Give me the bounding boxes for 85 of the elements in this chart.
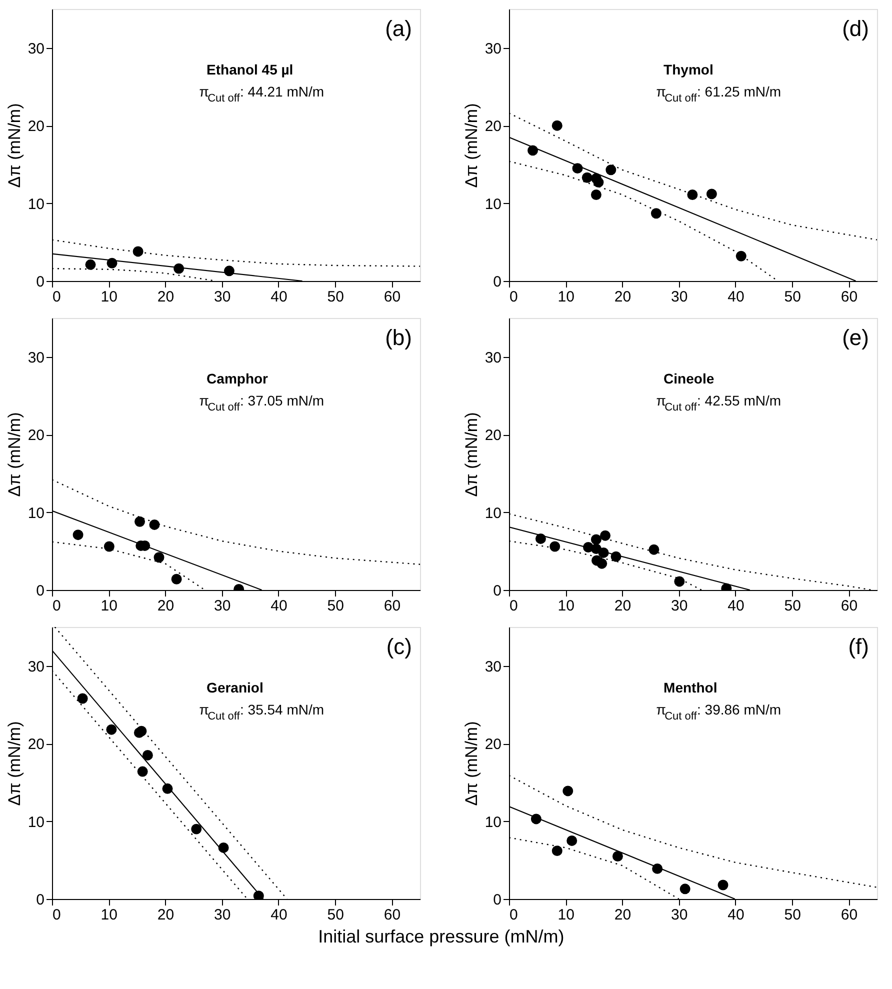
x-tick-label: 60 — [840, 288, 858, 306]
x-tick-label: 40 — [728, 288, 744, 306]
x-tick-label: 0 — [52, 598, 61, 614]
x-tick-label: 20 — [614, 906, 632, 924]
x-tick-label: 30 — [214, 906, 231, 924]
x-tick-label: 10 — [100, 906, 118, 924]
y-tick-label: 10 — [28, 814, 44, 831]
x-tick-label: 30 — [214, 288, 231, 306]
annotation: (e) — [842, 325, 869, 350]
x-tick-label: 10 — [100, 598, 118, 614]
y-tick-label: 0 — [493, 274, 502, 290]
annotation: (c) — [386, 634, 412, 659]
y-tick-label: 20 — [28, 118, 44, 136]
y-axis-title: Δπ (mN/m) — [462, 103, 481, 188]
x-tick-label: 0 — [510, 288, 518, 306]
x-tick-label: 50 — [784, 288, 801, 306]
x-tick-label: 10 — [558, 288, 574, 306]
x-tick-label: 60 — [840, 906, 858, 924]
x-tick-label: 40 — [270, 906, 288, 924]
y-tick-label: 20 — [28, 736, 44, 754]
x-tick-label: 40 — [728, 906, 744, 924]
x-tick-label: 60 — [384, 906, 401, 924]
annotation: (f) — [848, 634, 869, 659]
x-tick-label: 30 — [671, 598, 688, 614]
x-tick-label: 30 — [214, 598, 231, 614]
x-tick-label: 20 — [614, 288, 632, 306]
y-axis-title: Δπ (mN/m) — [4, 103, 24, 188]
x-tick-label: 30 — [671, 906, 688, 924]
y-tick-label: 10 — [484, 196, 502, 213]
y-tick-label: 10 — [484, 504, 502, 522]
annotation: Menthol — [664, 679, 718, 696]
x-tick-label: 40 — [270, 288, 288, 306]
x-tick-label: 40 — [728, 598, 744, 614]
y-axis-title: Δπ (mN/m) — [4, 721, 24, 806]
x-tick-label: 20 — [157, 288, 174, 306]
x-tick-label: 0 — [510, 598, 518, 614]
y-tick-label: 30 — [28, 658, 44, 676]
annotation: Cineole — [664, 370, 714, 386]
x-tick-label: 50 — [784, 906, 801, 924]
x-tick-label: 0 — [52, 906, 61, 924]
x-tick-label: 40 — [270, 598, 288, 614]
x-tick-label: 50 — [327, 598, 344, 614]
x-tick-label: 20 — [614, 598, 632, 614]
annotation: (d) — [842, 16, 869, 41]
y-tick-label: 30 — [484, 658, 502, 676]
y-tick-label: 10 — [28, 196, 44, 213]
x-tick-label: 0 — [510, 906, 518, 924]
y-tick-label: 30 — [28, 40, 44, 58]
y-tick-label: 20 — [28, 427, 44, 444]
x-tick-label: 50 — [327, 906, 344, 924]
x-tick-label: 20 — [157, 906, 174, 924]
x-tick-label: 20 — [157, 598, 174, 614]
y-axis-title: Δπ (mN/m) — [462, 412, 481, 497]
y-tick-label: 30 — [28, 349, 44, 366]
y-axis-title: Δπ (mN/m) — [462, 721, 481, 806]
y-tick-label: 0 — [493, 582, 502, 600]
x-tick-label: 60 — [384, 598, 401, 614]
y-tick-label: 20 — [484, 427, 502, 444]
x-tick-label: 60 — [840, 598, 858, 614]
x-tick-label: 50 — [784, 598, 801, 614]
annotation: Thymol — [664, 61, 714, 78]
y-tick-label: 20 — [484, 118, 502, 136]
y-tick-label: 0 — [36, 582, 44, 600]
y-tick-label: 10 — [28, 504, 44, 522]
y-tick-label: 10 — [484, 814, 502, 831]
annotation: Ethanol 45 µl — [206, 61, 294, 78]
x-tick-label: 30 — [671, 288, 688, 306]
annotation: Geraniol — [206, 679, 264, 696]
y-axis-title: Δπ (mN/m) — [4, 412, 24, 497]
x-tick-label: 10 — [558, 598, 574, 614]
y-tick-label: 0 — [36, 274, 44, 290]
y-tick-label: 0 — [493, 892, 502, 908]
y-tick-label: 20 — [484, 736, 502, 754]
y-tick-label: 30 — [484, 40, 502, 58]
x-axis-title: Initial surface pressure (mN/m) — [318, 926, 564, 946]
y-tick-label: 0 — [36, 892, 44, 908]
x-tick-label: 60 — [384, 288, 401, 306]
x-tick-label: 10 — [100, 288, 118, 306]
annotation: (b) — [385, 325, 412, 350]
x-tick-label: 10 — [558, 906, 574, 924]
y-tick-label: 30 — [484, 349, 502, 366]
annotation: (a) — [385, 16, 412, 41]
annotation: Camphor — [206, 370, 269, 386]
x-tick-label: 50 — [327, 288, 344, 306]
x-tick-label: 0 — [52, 288, 61, 306]
